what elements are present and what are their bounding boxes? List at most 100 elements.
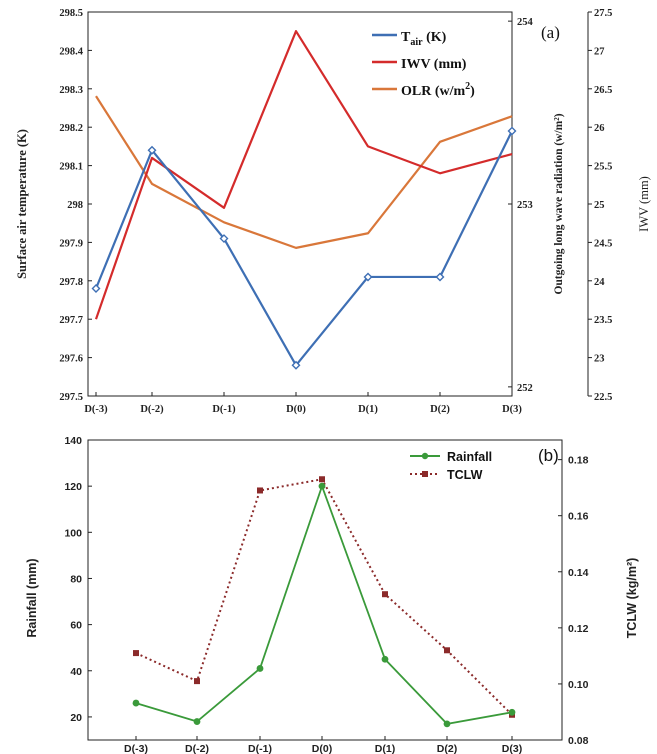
a-right-outer-tick-label: 27.5 (594, 8, 612, 19)
b-series-marker (443, 720, 451, 728)
panel-b-right-axis-label: TCLW (kg/m²) (625, 558, 639, 639)
a-right-inner-tick-label: 253 (517, 200, 533, 211)
legend-label-rainfall: Rainfall (447, 450, 492, 464)
panel-b-x-axis: D(-3) D(-2) D(-1) D(0) D(1) D(2) D(3) (124, 736, 522, 754)
b-series-marker (382, 591, 388, 598)
a-series-marker (507, 126, 517, 136)
a-right-outer-tick-label: 24.5 (594, 238, 612, 249)
a-x-tick-label: D(2) (430, 404, 450, 415)
a-x-tick-label: D(0) (286, 404, 306, 415)
a-left-tick-label: 297.6 (59, 354, 83, 365)
b-x-tick-label: D(3) (502, 743, 522, 754)
b-x-tick-label: D(2) (437, 743, 457, 754)
b-series-marker (508, 708, 516, 716)
a-right-outer-tick-label: 24 (594, 277, 605, 288)
panel-a: (a) 297.5 297.6 297.7 297.8 297.9 298 298.1 298… (15, 8, 651, 415)
panel-a-left-axis: 297.5 297.6 297.7 297.8 297.9 298 298.1 298.2 29… (59, 8, 92, 403)
b-right-tick-label: 0.16 (568, 511, 589, 523)
b-series-marker (381, 655, 389, 663)
panel-b-left-axis-label: Rainfall (mm) (25, 558, 39, 637)
b-left-tick-label: 120 (64, 481, 82, 493)
b-left-tick-label: 40 (70, 666, 82, 678)
a-right-outer-tick-label: 23 (594, 354, 605, 365)
b-left-tick-label: 80 (70, 573, 82, 585)
b-series-marker (133, 650, 139, 657)
legend-marker-tclw (422, 471, 428, 477)
panel-a-right-inner-axis-label: Outgoing long wave radiation (w/m²) (553, 113, 565, 294)
panel-b-label: (b) (538, 446, 559, 465)
legend-label-tair: Tair (K) (401, 30, 447, 48)
a-left-tick-label: 297.8 (59, 277, 83, 288)
a-left-tick-label: 297.9 (59, 238, 83, 249)
b-right-tick-label: 0.18 (568, 455, 589, 467)
legend-marker-rainfall (421, 452, 429, 460)
panel-a-right-inner-axis: 252 253 254 (508, 17, 534, 394)
legend-label-tclw: TCLW (447, 468, 483, 482)
a-right-outer-tick-label: 25.5 (594, 162, 612, 173)
panel-a-left-axis-label: Surface air temperature (K) (15, 129, 29, 279)
a-series-line-0 (94, 130, 513, 367)
a-left-tick-label: 298.3 (59, 85, 83, 96)
panel-a-right-outer-axis: 22.5 23 23.5 24 24.5 25 25.5 26 26.5 27 27.5 (587, 8, 612, 403)
b-right-tick-label: 0.14 (568, 567, 589, 579)
a-left-tick-label: 298.2 (59, 123, 83, 134)
b-left-tick-label: 100 (64, 527, 82, 539)
panel-b-right-axis: 0.08 0.10 0.12 0.14 0.16 0.18 (558, 455, 589, 747)
panel-b-series (132, 476, 516, 728)
b-right-tick-label: 0.10 (568, 679, 589, 691)
panel-a-legend: Tair (K) IWV (mm) OLR (w/m2) (372, 30, 475, 99)
b-x-tick-label: D(0) (312, 743, 332, 754)
a-right-outer-tick-label: 26 (594, 123, 605, 134)
b-left-tick-label: 20 (70, 712, 82, 724)
a-right-inner-tick-label: 254 (517, 17, 534, 28)
legend-label-iwv: IWV (mm) (401, 57, 467, 72)
b-x-tick-label: D(-3) (124, 743, 148, 754)
a-series-marker (219, 234, 229, 244)
b-series-marker (132, 699, 140, 707)
a-series-marker (363, 272, 373, 282)
a-right-outer-tick-label: 26.5 (594, 85, 612, 96)
b-series-marker (257, 487, 263, 494)
a-series-marker (291, 360, 301, 370)
legend-label-olr: OLR (w/m2) (401, 81, 475, 99)
b-series-marker (444, 647, 450, 654)
a-x-tick-label: D(-3) (84, 404, 108, 415)
a-x-tick-label: D(-1) (212, 404, 236, 415)
a-left-tick-label: 298.4 (59, 46, 83, 57)
b-series-marker (319, 476, 325, 483)
a-right-outer-tick-label: 23.5 (594, 315, 612, 326)
a-right-inner-tick-label: 252 (517, 383, 533, 394)
b-series-marker (193, 718, 201, 725)
a-left-tick-label: 298 (67, 200, 83, 211)
panel-b-frame (87, 439, 563, 741)
a-series-line-2 (95, 95, 513, 249)
b-series-marker (318, 482, 326, 490)
b-right-tick-label: 0.12 (568, 623, 589, 635)
b-x-tick-label: D(-2) (185, 743, 209, 754)
b-left-tick-label: 60 (70, 620, 82, 632)
a-left-tick-label: 297.7 (59, 315, 83, 326)
b-series-line-1 (135, 478, 513, 716)
a-series-marker (147, 145, 157, 155)
panel-a-right-outer-axis-label: IWV (mm) (637, 176, 651, 232)
a-x-tick-label: D(1) (358, 404, 378, 415)
a-series-marker (91, 283, 101, 293)
a-series-marker (435, 272, 445, 282)
b-series-marker (194, 678, 200, 685)
panel-a-label: (a) (541, 23, 560, 42)
a-series-line-1 (94, 30, 513, 320)
panel-a-series (91, 30, 517, 370)
a-right-outer-tick-label: 27 (594, 46, 605, 57)
b-series-marker (256, 665, 264, 672)
b-left-tick-label: 140 (64, 435, 82, 447)
panel-b-legend: Rainfall TCLW (410, 450, 492, 482)
a-left-tick-label: 298.5 (59, 8, 83, 19)
panel-a-x-axis: D(-3) D(-2) D(-1) D(0) D(1) D(2) D(3) (84, 392, 522, 415)
b-x-tick-label: D(-1) (248, 743, 272, 754)
a-left-tick-label: 298.1 (59, 162, 83, 173)
panel-b-left-axis: 20 40 60 80 100 120 140 (64, 435, 92, 724)
a-x-tick-label: D(3) (502, 404, 522, 415)
b-x-tick-label: D(1) (375, 743, 395, 754)
